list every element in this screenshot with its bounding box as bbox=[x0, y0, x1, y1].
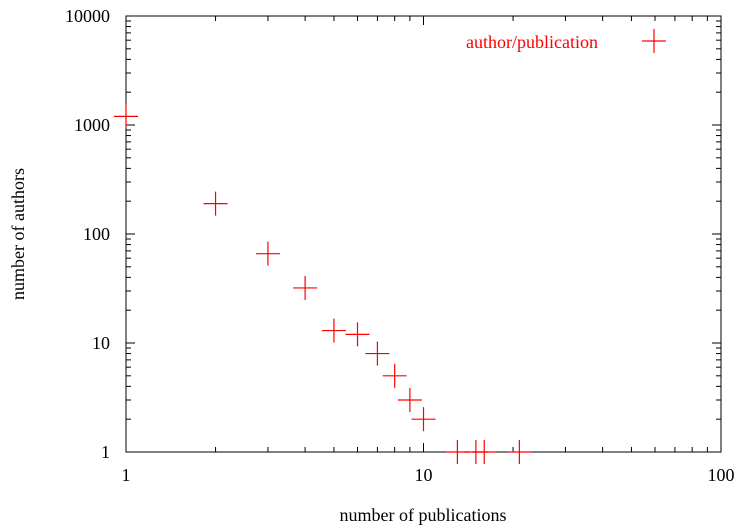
data-point bbox=[382, 363, 407, 388]
legend-label: author/publication bbox=[466, 32, 598, 52]
data-point bbox=[293, 275, 318, 300]
data-point bbox=[411, 407, 436, 432]
x-tick-label: 100 bbox=[708, 465, 735, 485]
data-point bbox=[114, 104, 138, 129]
axis-ticks bbox=[125, 16, 721, 453]
data-point bbox=[321, 318, 346, 343]
data-point bbox=[507, 440, 532, 464]
data-point bbox=[365, 341, 390, 366]
y-tick-label: 10 bbox=[92, 333, 110, 353]
x-axis-title: number of publications bbox=[340, 505, 507, 525]
legend: author/publication bbox=[466, 29, 666, 53]
y-axis-title: number of authors bbox=[8, 168, 28, 300]
data-point bbox=[203, 191, 228, 216]
x-tick-label: 1 bbox=[122, 465, 131, 485]
plot-frame bbox=[125, 15, 722, 453]
y-tick-label: 1000 bbox=[74, 115, 110, 135]
axis-tick-labels: 1 10 100 1 10 100 1000 10000 bbox=[65, 6, 735, 485]
y-tick-label: 100 bbox=[83, 224, 110, 244]
y-tick-label: 10000 bbox=[65, 6, 110, 26]
data-points bbox=[114, 104, 532, 464]
legend-marker bbox=[642, 29, 666, 53]
y-tick-label: 1 bbox=[101, 442, 110, 462]
data-point bbox=[345, 322, 370, 347]
data-point bbox=[472, 440, 497, 464]
data-point bbox=[255, 241, 280, 266]
x-tick-label: 10 bbox=[415, 465, 433, 485]
data-point bbox=[397, 387, 422, 412]
